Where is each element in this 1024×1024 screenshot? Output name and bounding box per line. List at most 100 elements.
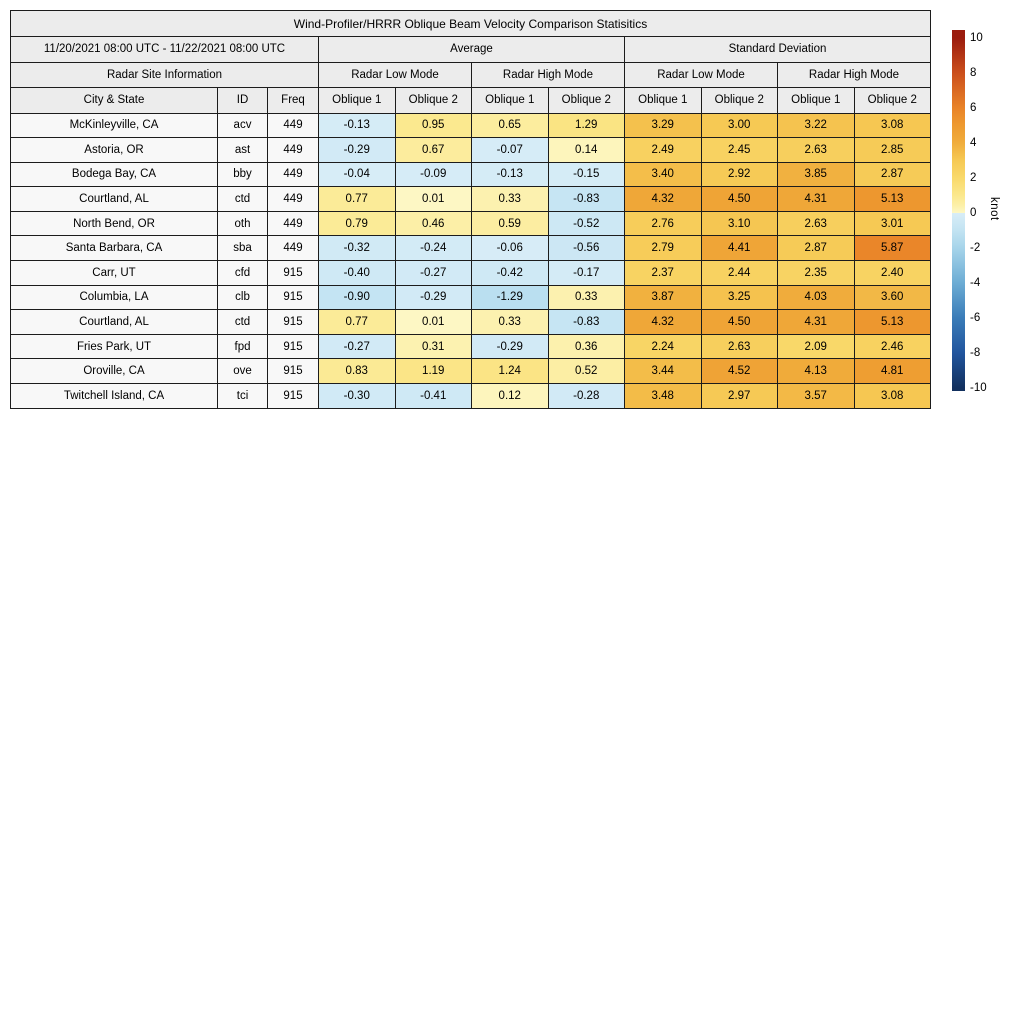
value-cell: 0.01	[394, 309, 472, 335]
oblique1-column-header: Oblique 1	[624, 87, 702, 114]
value-cell: 0.31	[394, 333, 472, 360]
colorbar-tick-label: 4	[970, 137, 977, 149]
value-cell: 0.77	[318, 186, 396, 212]
value-cell: -0.41	[394, 383, 472, 409]
value-cell: 3.25	[700, 284, 778, 311]
freq-cell: 915	[267, 260, 319, 286]
value-cell: 4.52	[700, 358, 778, 385]
value-cell: 4.32	[624, 186, 702, 212]
site-id-cell: ast	[217, 137, 268, 163]
value-cell: -0.40	[318, 260, 396, 286]
oblique2-column-header: Oblique 2	[853, 87, 931, 114]
id-column-header: ID	[217, 87, 268, 114]
value-cell: 2.63	[777, 210, 855, 237]
value-cell: 2.24	[624, 333, 702, 360]
site-id-cell: clb	[217, 284, 268, 311]
freq-cell: 915	[267, 358, 319, 385]
value-cell: 0.83	[318, 358, 396, 385]
std-high-mode-header: Radar High Mode	[777, 61, 931, 88]
value-cell: 3.08	[853, 383, 931, 409]
value-cell: 3.01	[853, 210, 931, 237]
table-row: Oroville, CA ove 915 0.83 1.19 1.24 0.52 3.44 4.…	[10, 358, 931, 385]
value-cell: -0.15	[547, 161, 625, 188]
city-state-cell: Santa Barbara, CA	[10, 235, 218, 262]
site-id-cell: cfd	[217, 260, 268, 286]
site-id-cell: tci	[217, 383, 268, 409]
site-id-cell: sba	[217, 235, 268, 262]
freq-cell: 449	[267, 186, 319, 212]
value-cell: -0.04	[318, 161, 396, 188]
colorbar-tick-label: 0	[970, 207, 977, 219]
value-cell: -0.56	[547, 235, 625, 262]
oblique1-column-header: Oblique 1	[318, 87, 396, 114]
value-cell: 2.87	[777, 235, 855, 262]
value-cell: -0.06	[471, 235, 549, 262]
value-cell: 3.00	[700, 112, 778, 139]
value-cell: 1.24	[471, 358, 549, 385]
colorbar-tick-label: -6	[970, 312, 981, 324]
value-cell: 2.92	[700, 161, 778, 188]
colorbar-unit-label: knot	[988, 197, 1000, 221]
value-cell: 2.79	[624, 235, 702, 262]
freq-cell: 915	[267, 309, 319, 335]
value-cell: 5.13	[853, 309, 931, 335]
freq-cell: 449	[267, 161, 319, 188]
value-cell: 0.77	[318, 309, 396, 335]
site-id-cell: ctd	[217, 186, 268, 212]
city-state-column-header: City & State	[10, 87, 218, 114]
freq-cell: 449	[267, 210, 319, 237]
city-state-cell: North Bend, OR	[10, 210, 218, 237]
oblique2-column-header: Oblique 2	[700, 87, 778, 114]
city-state-cell: Twitchell Island, CA	[10, 383, 218, 409]
value-cell: 0.14	[547, 137, 625, 163]
oblique1-column-header: Oblique 1	[777, 87, 855, 114]
colorbar-tick-label: 2	[970, 172, 977, 184]
value-cell: 2.49	[624, 137, 702, 163]
value-cell: 3.85	[777, 161, 855, 188]
value-cell: -0.09	[394, 161, 472, 188]
value-cell: -0.52	[547, 210, 625, 237]
value-cell: 0.46	[394, 210, 472, 237]
value-cell: -0.17	[547, 260, 625, 286]
value-cell: -0.83	[547, 186, 625, 212]
table-row: Courtland, AL ctd 449 0.77 0.01 0.33 -0.83 4.32…	[10, 186, 931, 212]
freq-cell: 449	[267, 112, 319, 139]
value-cell: 4.81	[853, 358, 931, 385]
freq-column-header: Freq	[267, 87, 319, 114]
value-cell: -0.42	[471, 260, 549, 286]
value-cell: 4.31	[777, 309, 855, 335]
table-title-row: Wind-Profiler/HRRR Oblique Beam Velocity…	[10, 10, 931, 37]
value-cell: 2.76	[624, 210, 702, 237]
oblique1-column-header: Oblique 1	[471, 87, 549, 114]
value-cell: 4.31	[777, 186, 855, 212]
freq-cell: 915	[267, 284, 319, 311]
value-cell: 0.33	[471, 309, 549, 335]
city-state-cell: Fries Park, UT	[10, 333, 218, 360]
value-cell: -1.29	[471, 284, 549, 311]
table-row: Bodega Bay, CA bby 449 -0.04 -0.09 -0.13 -0.15…	[10, 161, 931, 188]
value-cell: -0.13	[471, 161, 549, 188]
value-cell: 0.65	[471, 112, 549, 139]
value-cell: 3.57	[777, 383, 855, 409]
value-cell: 2.63	[700, 333, 778, 360]
value-cell: -0.29	[394, 284, 472, 311]
site-id-cell: bby	[217, 161, 268, 188]
value-cell: 0.12	[471, 383, 549, 409]
value-cell: 2.97	[700, 383, 778, 409]
value-cell: 2.63	[777, 137, 855, 163]
value-cell: 3.44	[624, 358, 702, 385]
value-cell: 5.87	[853, 235, 931, 262]
value-cell: 3.40	[624, 161, 702, 188]
value-cell: -0.90	[318, 284, 396, 311]
colorbar-tick-label: 6	[970, 102, 977, 114]
value-cell: 2.40	[853, 260, 931, 286]
value-cell: -0.29	[318, 137, 396, 163]
value-cell: 2.44	[700, 260, 778, 286]
value-cell: 2.35	[777, 260, 855, 286]
city-state-cell: Astoria, OR	[10, 137, 218, 163]
table-row: Fries Park, UT fpd 915 -0.27 0.31 -0.29 0.36 2.…	[10, 333, 931, 360]
value-cell: 0.33	[547, 284, 625, 311]
colorbar-tick-label: -8	[970, 347, 981, 359]
freq-cell: 915	[267, 333, 319, 360]
value-cell: -0.27	[394, 260, 472, 286]
